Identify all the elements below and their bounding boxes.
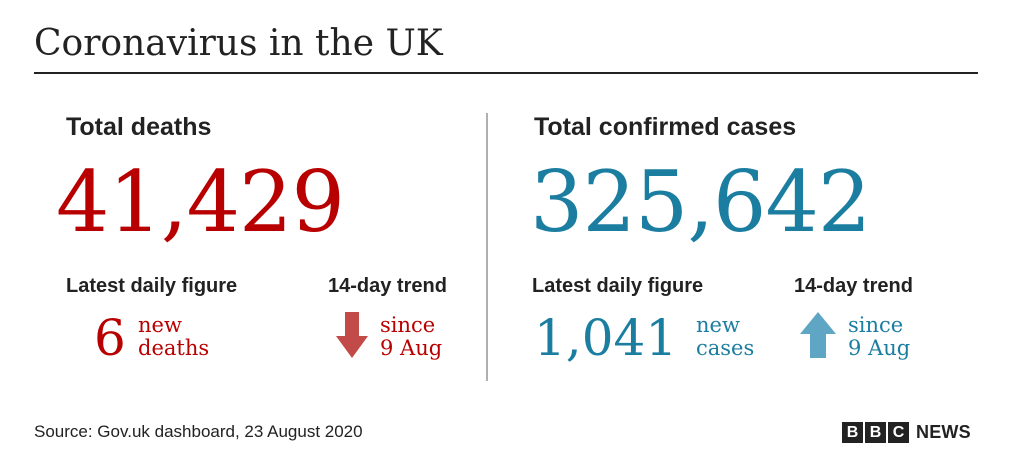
title-underline [34,72,978,74]
logo-letter-b1: B [842,421,863,443]
source-credit: Source: Gov.uk dashboard, 23 August 2020 [34,422,363,441]
deaths-trend-text: since 9 Aug [380,314,442,360]
cases-trend-text: since 9 Aug [848,314,910,360]
cases-trend-label: 14-day trend [794,275,913,297]
panel-divider [486,113,488,381]
cases-panel: Total confirmed cases 325,642 Latest dai… [530,110,970,385]
logo-letter-b2: B [865,421,886,443]
cases-daily-value: 1,041 [534,309,678,367]
total-deaths-value: 41,429 [56,153,345,251]
cases-trend-line1: since [848,313,904,337]
deaths-daily-value: 6 [94,309,126,367]
arrow-down-icon [336,312,368,358]
deaths-heading: Total deaths [66,113,212,141]
cases-daily-unit-line1: new [696,313,740,337]
cases-daily-unit-line2: cases [696,336,755,360]
cases-heading: Total confirmed cases [534,113,797,141]
cases-daily-label: Latest daily figure [532,275,704,297]
cases-trend-line2: 9 Aug [848,336,911,360]
deaths-panel: Total deaths 41,429 Latest daily figure … [56,110,476,385]
page-title: Coronavirus in the UK [34,23,443,64]
total-cases-value: 325,642 [530,153,871,251]
deaths-trend-line2: 9 Aug [380,336,443,360]
deaths-daily-unit: new deaths [138,314,209,360]
deaths-trend-line1: since [380,313,436,337]
deaths-daily-unit-line2: deaths [138,336,210,360]
bbc-news-logo: B B C NEWS [842,421,971,443]
deaths-trend-label: 14-day trend [328,275,447,297]
logo-word-news: NEWS [916,422,971,442]
logo-letter-c: C [888,421,909,443]
deaths-daily-unit-line1: new [138,313,182,337]
arrow-up-icon [800,312,836,358]
cases-daily-unit: new cases [696,314,754,360]
deaths-daily-label: Latest daily figure [66,275,238,297]
